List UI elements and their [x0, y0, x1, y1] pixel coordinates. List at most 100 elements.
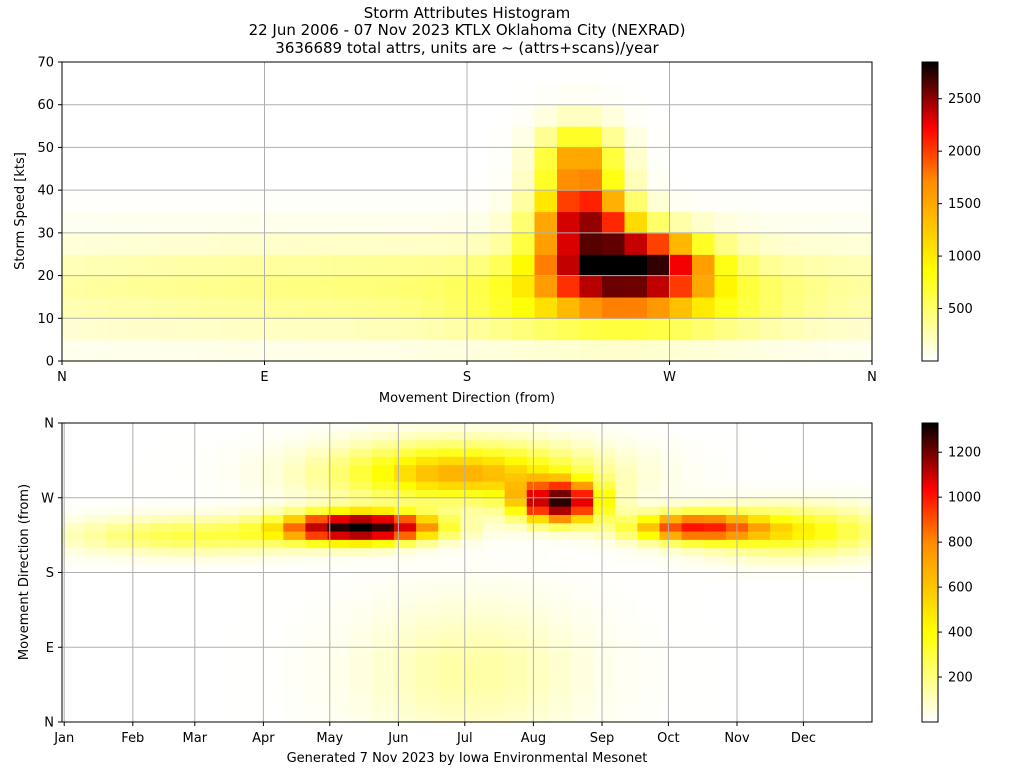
direction-season-cell: [172, 489, 196, 499]
speed-direction-cell: [714, 296, 738, 319]
direction-season-cell: [150, 497, 174, 507]
direction-season-cell: [150, 539, 174, 549]
direction-season-cell: [748, 580, 771, 590]
direction-season-cell: [482, 481, 506, 491]
direction-season-cell: [349, 572, 373, 582]
speed-direction-cell: [849, 126, 873, 149]
direction-season-cell: [261, 489, 284, 499]
speed-direction-cell: [489, 339, 513, 362]
speed-direction-cell: [84, 104, 108, 127]
direction-season-cell: [681, 423, 705, 432]
direction-season-cell: [571, 655, 594, 665]
speed-direction-cell: [84, 339, 108, 362]
direction-season-cell: [770, 489, 793, 499]
direction-season-cell: [571, 547, 594, 557]
direction-season-cell: [194, 447, 218, 457]
direction-season-cell: [393, 580, 417, 590]
direction-season-cell: [748, 672, 771, 682]
direction-season-cell: [194, 589, 218, 599]
direction-season-cell: [836, 530, 860, 540]
speed-direction-cell: [804, 168, 828, 191]
direction-season-cell: [305, 655, 329, 665]
direction-season-cell: [62, 564, 85, 574]
direction-season-x-tick-label: Jan: [53, 731, 74, 746]
direction-season-cell: [637, 489, 661, 499]
direction-season-cell: [814, 481, 838, 491]
direction-season-cell: [62, 655, 85, 665]
speed-direction-cell: [354, 62, 378, 84]
speed-direction-cell: [152, 232, 176, 255]
direction-season-cell: [172, 456, 196, 466]
speed-direction-cell: [84, 275, 108, 298]
direction-season-cell: [593, 663, 616, 673]
direction-season-cell: [615, 589, 639, 599]
direction-season-y-tick-label: S: [46, 566, 54, 581]
direction-season-cell: [504, 539, 528, 549]
direction-season-cell: [703, 489, 727, 499]
direction-season-cell: [659, 713, 683, 723]
direction-season-cell: [349, 680, 373, 690]
speed-direction-cell: [557, 190, 581, 213]
direction-season-cell: [615, 630, 639, 640]
speed-direction-cell: [309, 104, 333, 127]
direction-season-cell: [482, 589, 506, 599]
direction-season-cell: [526, 447, 550, 457]
direction-season-cell: [637, 614, 661, 623]
direction-season-cell: [659, 514, 683, 524]
speed-direction-cell: [692, 147, 716, 170]
direction-season-cell: [172, 464, 196, 474]
direction-season-cell: [593, 472, 616, 482]
direction-season-cell: [305, 497, 329, 507]
direction-season-cell: [548, 663, 572, 673]
direction-season-cell: [416, 431, 439, 441]
direction-season-cell: [239, 522, 262, 532]
direction-season-cell: [393, 472, 417, 482]
speed-direction-cell: [804, 190, 828, 213]
speed-direction-cell: [624, 296, 648, 319]
speed-direction-cell: [219, 232, 243, 255]
direction-season-cell: [128, 447, 152, 457]
direction-season-cell: [261, 439, 284, 449]
direction-season-cell: [637, 630, 661, 640]
direction-season-cell: [593, 564, 616, 574]
direction-season-cell: [659, 555, 683, 565]
speed-direction-colorbar-tick-label: 500: [948, 302, 973, 317]
direction-season-cell: [659, 447, 683, 457]
direction-season-cell: [239, 597, 262, 607]
direction-season-cell: [150, 630, 174, 640]
direction-season-cell: [526, 456, 550, 466]
direction-season-cell: [84, 672, 107, 682]
direction-season-cell: [327, 522, 351, 532]
direction-season-cell: [283, 564, 307, 574]
speed-direction-cell: [354, 168, 378, 191]
speed-direction-cell: [197, 168, 221, 191]
direction-season-cell: [814, 530, 838, 540]
direction-season-cell: [416, 447, 439, 457]
direction-season-cell: [349, 605, 373, 615]
direction-season-cell: [305, 630, 329, 640]
direction-season-cell: [239, 622, 262, 632]
speed-direction-cell: [107, 211, 131, 234]
speed-direction-cell: [782, 275, 806, 298]
direction-season-cell: [858, 663, 873, 673]
direction-season-cell: [106, 580, 129, 590]
speed-direction-cell: [84, 83, 108, 106]
direction-season-cell: [371, 614, 395, 623]
direction-season-cell: [371, 597, 395, 607]
direction-season-cell: [770, 439, 793, 449]
direction-season-cell: [106, 439, 129, 449]
direction-season-cell: [305, 647, 329, 657]
speed-direction-y-label: Storm Speed [kts]: [13, 152, 28, 270]
speed-direction-cell: [759, 147, 783, 170]
direction-season-cell: [305, 622, 329, 632]
direction-season-cell: [438, 647, 461, 657]
direction-season-cell: [504, 622, 528, 632]
speed-direction-cell: [669, 62, 693, 84]
direction-season-cell: [460, 431, 484, 441]
direction-season-cell: [327, 547, 351, 557]
speed-direction-cell: [512, 168, 536, 191]
direction-season-cell: [371, 456, 395, 466]
speed-direction-cell: [647, 232, 671, 255]
direction-season-cell: [836, 514, 860, 524]
direction-season-cell: [371, 464, 395, 474]
